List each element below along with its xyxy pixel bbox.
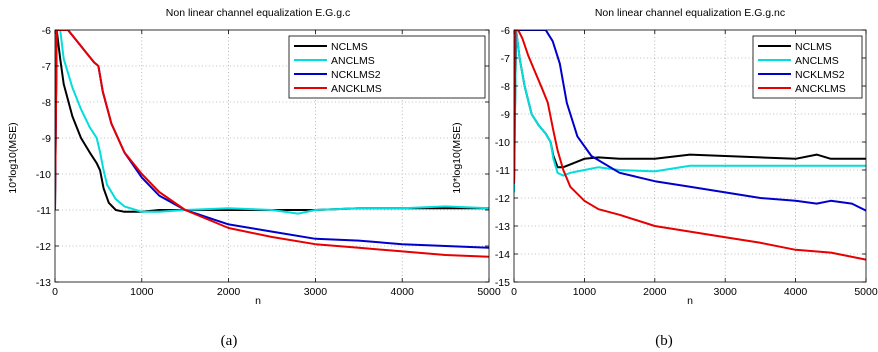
y-tick-label: -9: [42, 133, 51, 145]
legend-label: ANCLMS: [795, 55, 839, 67]
plot-area: 0 1000 2000 3000 4000 5000 -6 -7 -8 -9 -10 -11 -12 -1…: [36, 25, 501, 298]
series-group: [55, 30, 489, 258]
axes-frame: [513, 29, 867, 283]
x-tick-label: 5000: [477, 286, 501, 298]
legend: NCLMS ANCLMS NCKLMS2 ANCKLMS: [752, 35, 863, 99]
x-tick-label: 2000: [643, 286, 667, 298]
y-tick-label: -15: [495, 277, 510, 289]
y-tick-label: -10: [36, 169, 51, 181]
y-axis-label: 10*log10(MSE): [7, 122, 19, 193]
x-axis-label: n: [255, 295, 261, 307]
x-axis-label: n: [687, 295, 693, 307]
chart-panel-a: Non linear channel equalization E.G.g.c …: [7, 7, 501, 349]
y-tick-label: -13: [495, 221, 510, 233]
caption-b: (b): [655, 333, 673, 349]
y-axis-label: 10*log10(MSE): [451, 122, 463, 193]
y-tick-label: -10: [495, 137, 510, 149]
caption-a: (a): [221, 333, 238, 349]
x-tick-label: 2000: [217, 286, 241, 298]
y-tick-label: -13: [36, 277, 51, 289]
x-tick-label: 1000: [573, 286, 597, 298]
y-tick-label: -12: [495, 193, 510, 205]
series-line: [55, 30, 489, 215]
legend-label: NCLMS: [331, 41, 368, 53]
y-tick-label: -12: [36, 241, 51, 253]
axes-frame: [54, 29, 490, 283]
x-tick-label: 0: [52, 286, 58, 298]
y-tick-label: -11: [37, 205, 52, 217]
plot-area: 0 1000 2000 3000 4000 5000 -6 -7 -8 -9 -10 -11 -12 -1…: [495, 25, 878, 298]
series-line: [514, 30, 866, 261]
legend-label: ANCKLMS: [331, 83, 382, 95]
y-tick-label: -8: [501, 81, 510, 93]
x-tick-label: 4000: [784, 286, 808, 298]
y-tick-label: -9: [501, 109, 510, 121]
chart-title: Non linear channel equalization E.G.g.c: [166, 7, 350, 19]
y-tick-label: -7: [501, 53, 510, 65]
y-tick-label: -6: [501, 25, 510, 37]
y-tick-label: -7: [42, 61, 51, 73]
x-tick-label: 5000: [854, 286, 878, 298]
legend-label: NCLMS: [795, 41, 832, 53]
y-tick-label: -8: [42, 97, 51, 109]
legend: NCLMS ANCLMS NCKLMS2 ANCKLMS: [288, 35, 486, 99]
y-tick-label: -14: [495, 249, 510, 261]
legend-label: ANCKLMS: [795, 83, 846, 95]
x-tick-label: 1000: [130, 286, 154, 298]
chart-title: Non linear channel equalization E.G.g.nc: [595, 7, 785, 19]
x-tick-label: 4000: [391, 286, 415, 298]
series-group: [514, 30, 866, 261]
y-tick-label: -6: [42, 25, 51, 37]
chart-panel-b: Non linear channel equalization E.G.g.nc…: [451, 7, 878, 349]
x-tick-label: 3000: [304, 286, 328, 298]
legend-label: NCKLMS2: [795, 69, 845, 81]
x-tick-label: 3000: [714, 286, 738, 298]
legend-label: NCKLMS2: [331, 69, 381, 81]
series-line: [514, 30, 866, 212]
y-tick-label: -11: [496, 165, 511, 177]
legend-label: ANCLMS: [331, 55, 375, 67]
series-line: [514, 30, 866, 193]
x-tick-label: 0: [511, 286, 517, 298]
series-line: [55, 30, 489, 258]
